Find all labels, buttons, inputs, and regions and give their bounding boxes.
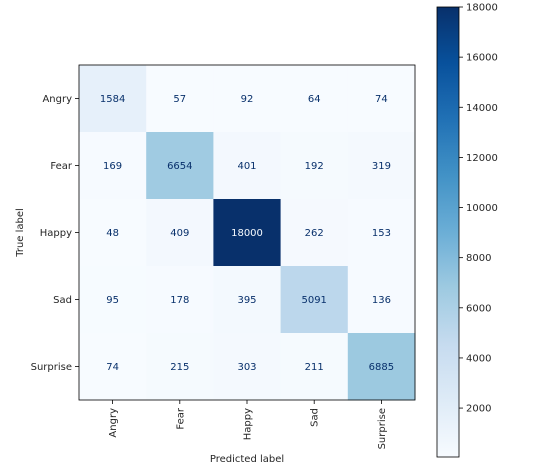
heatmap-cell <box>79 333 147 401</box>
x-tick-label: Fear <box>175 407 186 429</box>
y-axis-ticks: Angry Fear Happy Sad Surprise <box>31 94 79 373</box>
heatmap-cell <box>146 199 214 267</box>
heatmap-cell-value: 303 <box>237 362 256 373</box>
heatmap-cell <box>213 65 282 133</box>
heatmap-cell <box>146 266 214 334</box>
heatmap-cell <box>146 65 214 133</box>
heatmap-cell <box>347 333 416 401</box>
heatmap-cell-value: 64 <box>308 94 321 105</box>
heatmap-cell-value: 18000 <box>231 228 263 239</box>
colorbar-tick-label: 4000 <box>466 353 491 364</box>
colorbar-tick-label: 16000 <box>466 53 498 64</box>
heatmap-cell-value: 262 <box>305 228 324 239</box>
heatmap-cell-value: 211 <box>305 362 324 373</box>
heatmap-cell-value: 169 <box>103 161 122 172</box>
heatmap-cell-value: 178 <box>170 295 189 306</box>
heatmap-cell-value: 401 <box>237 161 256 172</box>
heatmap-cells <box>79 65 416 401</box>
x-tick-label: Happy <box>243 408 254 440</box>
x-tick-label: Sad <box>310 408 321 427</box>
heatmap-cell <box>213 199 282 267</box>
y-tick-label: Sad <box>53 295 72 306</box>
x-axis-ticks: Angry Fear Happy Sad Surprise <box>108 400 388 449</box>
y-tick-label: Fear <box>50 161 72 172</box>
colorbar-tick-label: 10000 <box>466 203 498 214</box>
heatmap-cell-value: 192 <box>305 161 324 172</box>
y-tick-label: Angry <box>42 94 72 105</box>
heatmap-cell <box>280 199 349 267</box>
colorbar <box>436 6 460 458</box>
heatmap-cell-value: 6654 <box>167 161 192 172</box>
heatmap-cell <box>347 132 416 200</box>
heatmap-cell-value: 409 <box>170 228 189 239</box>
colorbar-tick-label: 6000 <box>466 303 491 314</box>
colorbar-tick-label: 2000 <box>466 404 491 415</box>
heatmap-cell <box>347 65 416 133</box>
y-tick-label: Surprise <box>31 362 72 373</box>
heatmap-cell-value: 319 <box>372 161 391 172</box>
heatmap-cell-value: 6885 <box>369 362 394 373</box>
heatmap-cell <box>347 266 416 334</box>
heatmap-cell <box>280 65 349 133</box>
heatmap-cell <box>213 266 282 334</box>
heatmap-cell <box>280 333 349 401</box>
heatmap-cell-value: 1584 <box>100 94 125 105</box>
heatmap-cell-value: 395 <box>237 295 256 306</box>
heatmap-cell-value: 153 <box>372 228 391 239</box>
x-tick-label: Surprise <box>377 408 388 449</box>
heatmap-cell-value: 48 <box>106 228 119 239</box>
colorbar-tick-label: 18000 <box>466 3 498 14</box>
heatmap-cell <box>280 266 349 334</box>
y-tick-label: Happy <box>40 228 72 239</box>
heatmap-cell-value: 215 <box>170 362 189 373</box>
heatmap-cell-labels: 1584 57 92 64 74 169 6654 401 192 319 48 409 18000 26… <box>100 94 394 373</box>
colorbar-tick-label: 14000 <box>466 103 498 114</box>
x-tick-label: Angry <box>108 408 119 438</box>
heatmap-cell <box>213 333 282 401</box>
heatmap-cell-value: 57 <box>173 94 186 105</box>
heatmap-cell <box>347 199 416 267</box>
x-axis-title: Predicted label <box>210 454 284 465</box>
heatmap-cell-value: 5091 <box>301 295 326 306</box>
heatmap-cell <box>79 199 147 267</box>
heatmap-cell-value: 74 <box>106 362 119 373</box>
heatmap-cell <box>79 132 147 200</box>
heatmap-cell <box>79 65 147 133</box>
heatmap-cell-value: 136 <box>372 295 391 306</box>
heatmap-cell <box>213 132 282 200</box>
heatmap-cell-value: 92 <box>241 94 254 105</box>
heatmap-cell-value: 95 <box>106 295 119 306</box>
colorbar-ticks: 2000 4000 6000 8000 10000 12000 14000 16000 1800… <box>459 3 498 415</box>
heatmap-cell <box>280 132 349 200</box>
heatmap-cell <box>146 333 214 401</box>
colorbar-tick-label: 12000 <box>466 153 498 164</box>
heatmap-cell <box>146 132 214 200</box>
heatmap-cell-value: 74 <box>375 94 388 105</box>
colorbar-tick-label: 8000 <box>466 253 491 264</box>
y-axis-title: True label <box>15 208 26 258</box>
heatmap-cell <box>79 266 147 334</box>
